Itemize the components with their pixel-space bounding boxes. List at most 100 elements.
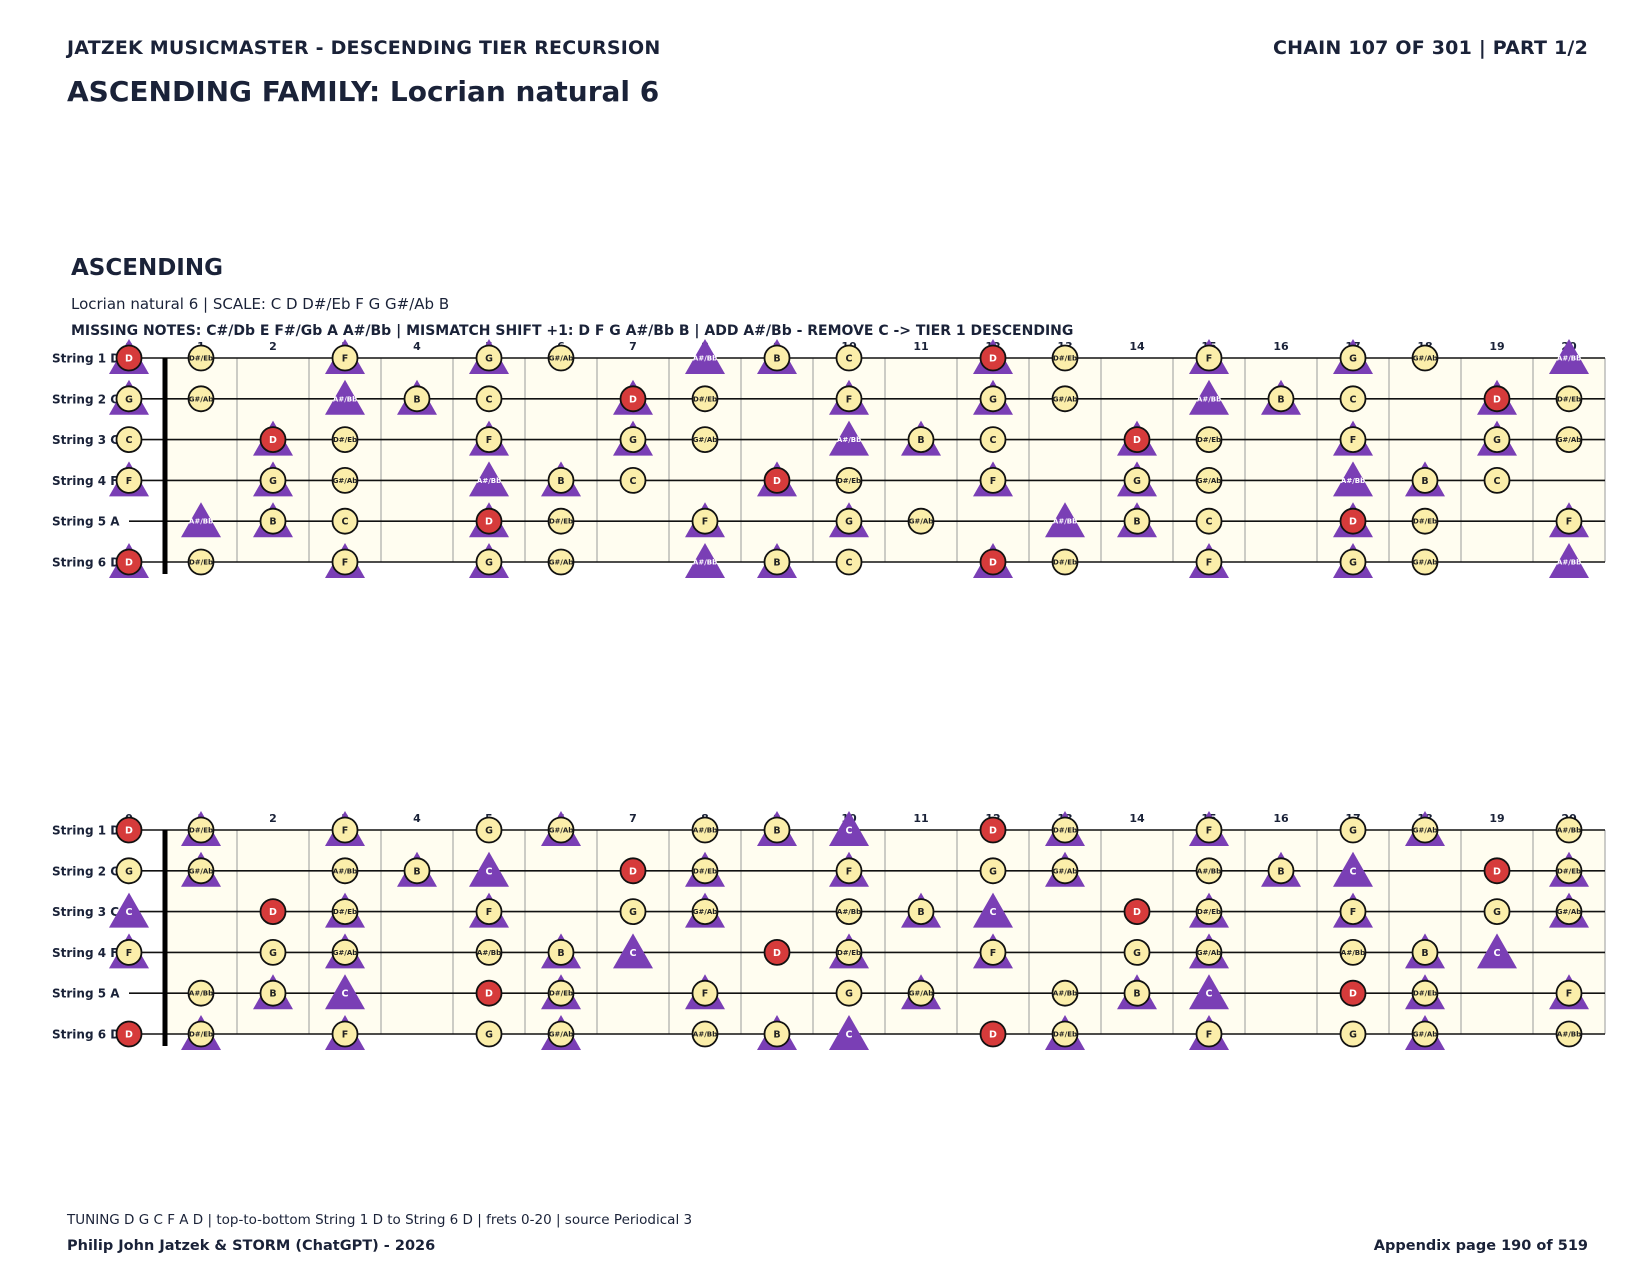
note-label: B [917,435,924,446]
fret-number: 11 [913,812,928,825]
note-label: G#/Ab [189,867,214,875]
note-label: D [989,826,997,837]
note-label: G [485,354,493,365]
note-marker [475,938,503,966]
note-marker [331,426,359,453]
note-label: G#/Ab [1413,355,1438,363]
note-label: G#/Ab [1053,867,1078,875]
note-label: F [1206,1030,1213,1041]
note-label: G [845,989,853,1000]
note-label: G#/Ab [1557,908,1582,916]
note-label: B [1133,989,1140,1000]
note-label: A#/Bb [693,355,717,363]
note-label: A#/Bb [1053,518,1077,526]
triangle-marker [1189,379,1229,415]
note-marker [259,507,287,535]
note-marker [1051,816,1079,844]
triangle-marker [181,502,221,538]
note-label: A#/Bb [837,908,861,916]
note-marker [1123,979,1151,1007]
root-note-marker [115,344,143,372]
root-note-marker [259,426,287,453]
note-label: D [989,558,997,569]
note-marker [907,426,935,453]
note-marker [835,385,863,413]
note-marker [475,548,503,576]
note-marker [331,344,359,372]
note-label: D [989,1030,997,1041]
note-label: D [125,1030,133,1041]
note-marker [1411,548,1439,576]
string-label: String 3 C [52,905,119,919]
note-label: D#/Eb [333,908,357,916]
string-label: String 6 D [52,556,120,570]
note-marker [547,344,575,372]
note-label: F [1350,907,1357,918]
note-marker [403,385,431,413]
string-label: String 4 F [52,946,118,960]
note-label: D#/Eb [189,1031,213,1039]
note-label: B [413,394,420,405]
root-note-marker [1339,507,1367,535]
note-marker [115,385,143,413]
note-marker [619,426,647,453]
note-marker [1051,344,1079,372]
note-marker [1051,979,1079,1007]
note-marker [1483,466,1511,494]
note-marker [1555,385,1583,413]
note-label: A#/Bb [189,990,213,998]
note-label: D [1493,866,1501,877]
note-label: B [1277,394,1284,405]
note-label: D [629,394,637,405]
note-marker [547,548,575,576]
fret-number: 16 [1273,340,1289,353]
note-label: D [1133,907,1141,918]
note-label: D [773,948,781,959]
note-label: A#/Bb [333,395,357,403]
note-label: F [990,948,997,959]
note-label: D [1349,989,1357,1000]
note-label: D#/Eb [1053,1031,1077,1039]
triangle-marker [973,892,1013,928]
scale-line: Locrian natural 6 | SCALE: C D D#/Eb F G… [71,295,450,313]
note-marker [691,426,719,453]
note-label: D#/Eb [1197,436,1221,444]
note-marker [835,507,863,535]
note-marker [1123,466,1151,494]
note-label: G [1349,826,1357,837]
note-label: C [846,826,853,837]
note-label: D#/Eb [1053,355,1077,363]
note-label: D [1349,517,1357,528]
note-label: G#/Ab [333,477,358,485]
root-note-marker [115,548,143,576]
series-title: JATZEK MUSICMASTER - DESCENDING TIER REC… [67,37,661,59]
note-label: D#/Eb [1413,990,1437,998]
string-label: String 5 A [52,515,120,529]
note-label: G#/Ab [693,908,718,916]
root-note-marker [1123,898,1151,925]
root-note-marker [1483,857,1511,885]
triangle-marker [685,339,725,374]
note-label: G#/Ab [549,355,574,363]
triangle-marker [685,543,725,578]
note-marker [1195,507,1223,535]
note-label: B [269,517,276,528]
note-marker [1051,548,1079,576]
note-marker [619,466,647,494]
note-marker [115,938,143,966]
note-label: B [557,948,564,959]
note-marker [1267,385,1295,413]
root-note-marker [475,979,503,1007]
note-marker [331,938,359,966]
note-marker [475,344,503,372]
note-label: C [846,354,853,365]
note-label: F [1350,435,1357,446]
note-marker [1339,816,1367,844]
note-label: A#/Bb [477,949,501,957]
note-label: G [485,1030,493,1041]
note-label: D#/Eb [837,477,861,485]
note-label: D [269,435,277,446]
chain-info: CHAIN 107 OF 301 | PART 1/2 [1272,37,1588,59]
note-label: G#/Ab [1413,827,1438,835]
note-label: C [1206,989,1213,1000]
